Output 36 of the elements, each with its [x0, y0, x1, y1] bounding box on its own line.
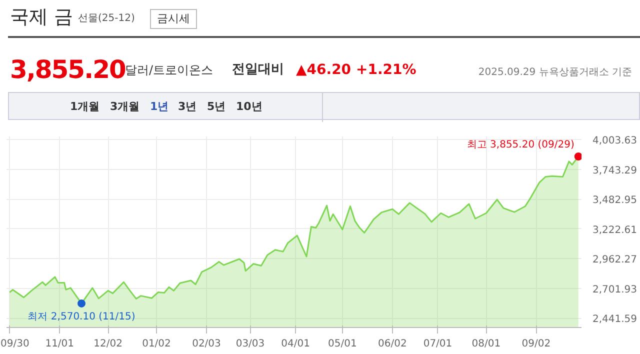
y-tick-label: 3,222.61 — [592, 224, 638, 236]
text: 달러/트로이온스 — [125, 63, 214, 77]
text: 1개월 — [70, 99, 100, 115]
text: 3개월 — [110, 99, 140, 115]
x-tick-label: 09/30 — [0, 338, 30, 350]
x-tick-label: 06/02 — [378, 338, 407, 350]
text: 3년 — [178, 99, 197, 115]
chart-subtitle: 선물(25-12) — [78, 12, 135, 26]
x-tick-label: 07/01 — [423, 338, 452, 350]
y-tick-label: 3,743.29 — [592, 165, 638, 176]
x-tick-label: 01/02 — [142, 338, 171, 350]
y-tick-label: 2,441.59 — [592, 314, 638, 326]
x-tick-label: 08/01 — [472, 338, 501, 350]
x-tick-label: 02/03 — [192, 338, 221, 350]
y-tick-label: 3,482.95 — [592, 195, 638, 206]
y-tick-label: 2,701.93 — [592, 284, 638, 296]
text: 금시세 — [150, 9, 197, 29]
x-tick-label: 12/02 — [94, 338, 122, 350]
x-tick-label: 11/01 — [45, 338, 74, 350]
x-tick-label: 03/03 — [236, 338, 265, 350]
text: 3,855.20 — [10, 54, 126, 86]
annotation: 최고 3,855.20 (09/29) — [466, 139, 574, 150]
text: 5년 — [207, 99, 226, 115]
text: 10년 — [236, 99, 262, 115]
chart-title: 국제 금 — [10, 5, 74, 30]
x-tick-label: 04/01 — [281, 338, 310, 350]
text: 전일대비 — [232, 61, 284, 79]
x-tick-label: 09/02 — [522, 338, 551, 350]
text: ▲46.20 — [296, 61, 352, 80]
text: 1년 — [150, 99, 169, 115]
text: 2025.09.29 뉴욕상품거래소 기준 — [478, 66, 632, 80]
x-tick-label: 05/01 — [328, 338, 357, 350]
y-tick-label: 4,003.63 — [592, 136, 638, 147]
y-tick-label: 2,962.27 — [592, 254, 638, 266]
annotation: 최저 2,570.10 (11/15) — [28, 311, 136, 322]
text: +1.21% — [356, 61, 416, 80]
